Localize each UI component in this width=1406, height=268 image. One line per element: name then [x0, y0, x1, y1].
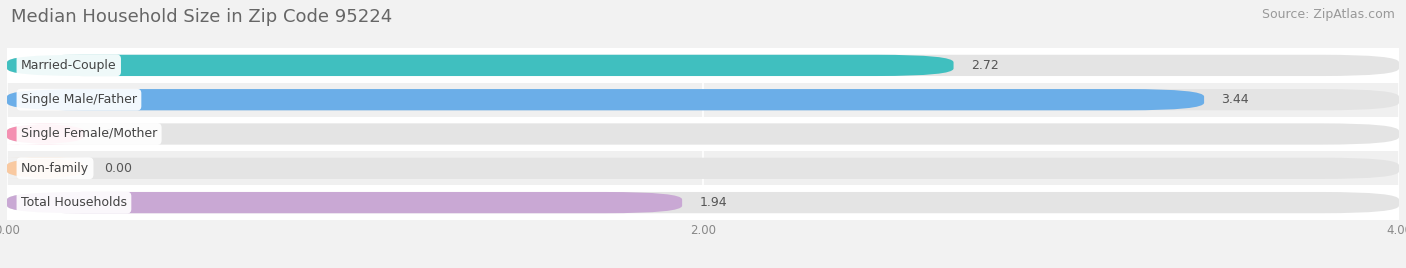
Text: Single Female/Mother: Single Female/Mother — [21, 128, 157, 140]
FancyBboxPatch shape — [7, 123, 1399, 145]
FancyBboxPatch shape — [7, 48, 1399, 83]
Text: Non-family: Non-family — [21, 162, 89, 175]
FancyBboxPatch shape — [7, 192, 682, 213]
Text: Total Households: Total Households — [21, 196, 127, 209]
FancyBboxPatch shape — [7, 89, 1204, 110]
Text: 3.44: 3.44 — [1222, 93, 1249, 106]
FancyBboxPatch shape — [7, 192, 1399, 213]
Text: Source: ZipAtlas.com: Source: ZipAtlas.com — [1261, 8, 1395, 21]
FancyBboxPatch shape — [7, 158, 83, 179]
Text: 1.94: 1.94 — [700, 196, 727, 209]
FancyBboxPatch shape — [7, 185, 1399, 220]
FancyBboxPatch shape — [7, 158, 1399, 179]
Text: 0.00: 0.00 — [104, 128, 132, 140]
FancyBboxPatch shape — [7, 55, 953, 76]
FancyBboxPatch shape — [7, 123, 83, 145]
Text: Married-Couple: Married-Couple — [21, 59, 117, 72]
Text: Median Household Size in Zip Code 95224: Median Household Size in Zip Code 95224 — [11, 8, 392, 26]
Text: 2.72: 2.72 — [972, 59, 998, 72]
FancyBboxPatch shape — [7, 151, 1399, 185]
FancyBboxPatch shape — [7, 83, 1399, 117]
FancyBboxPatch shape — [7, 117, 1399, 151]
Text: 0.00: 0.00 — [104, 162, 132, 175]
FancyBboxPatch shape — [7, 55, 1399, 76]
Text: Single Male/Father: Single Male/Father — [21, 93, 136, 106]
FancyBboxPatch shape — [7, 89, 1399, 110]
